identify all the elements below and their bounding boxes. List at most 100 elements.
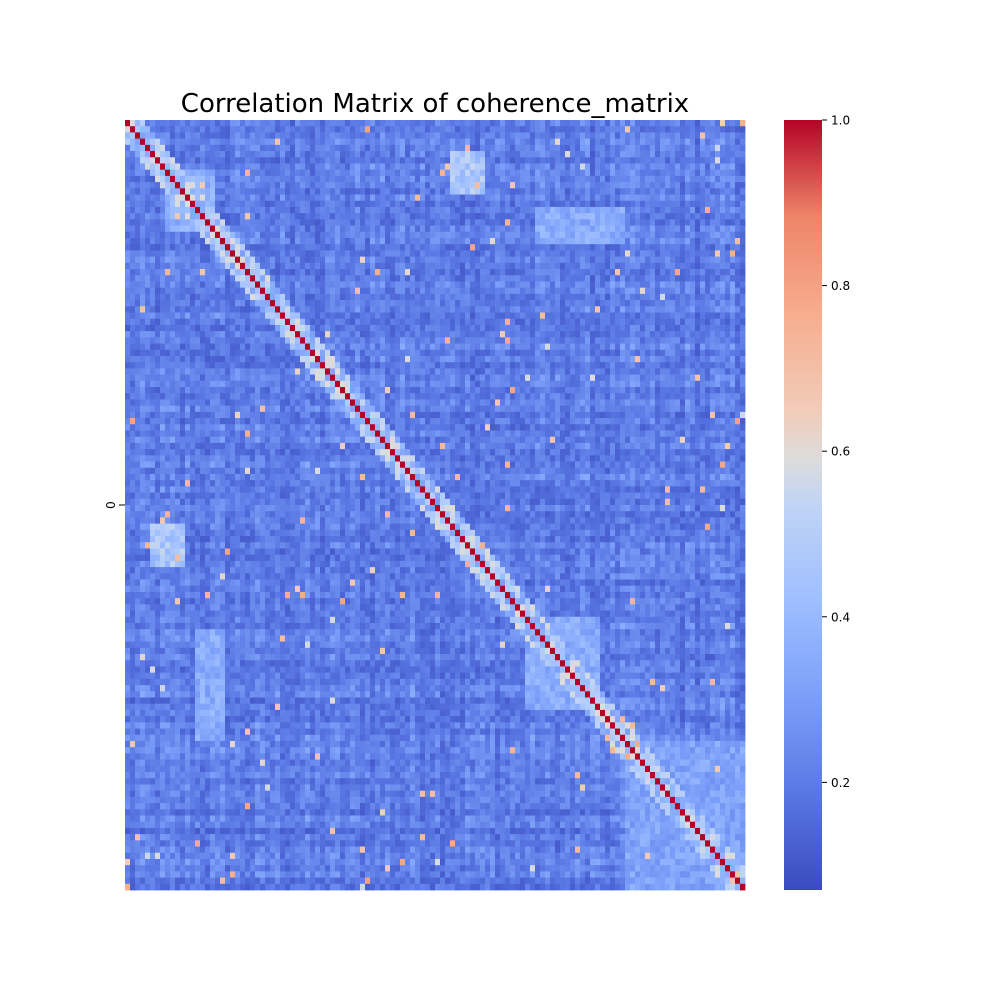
heatmap-cell (300, 182, 305, 189)
heatmap-cell (175, 257, 180, 264)
heatmap-cell (695, 163, 700, 170)
heatmap-cell (345, 157, 350, 164)
heatmap-cell (405, 176, 410, 183)
heatmap-cell (490, 331, 495, 338)
heatmap-cell (530, 362, 535, 369)
heatmap-cell (585, 139, 590, 146)
heatmap-cell (460, 219, 465, 226)
heatmap-cell (170, 232, 175, 239)
heatmap-cell (125, 325, 130, 332)
heatmap-cell (315, 151, 320, 158)
heatmap-cell (355, 356, 360, 363)
heatmap-cell (390, 269, 395, 276)
heatmap-cell (475, 313, 480, 320)
heatmap-cell (650, 151, 655, 158)
heatmap-cell (710, 195, 715, 202)
heatmap-cell (395, 232, 400, 239)
heatmap-cell (695, 344, 700, 351)
heatmap-cell (190, 132, 195, 139)
heatmap-cell (470, 300, 475, 307)
heatmap-cell (155, 362, 160, 369)
heatmap-cell (665, 300, 670, 307)
heatmap-cell (385, 120, 390, 127)
heatmap-cell (465, 151, 470, 158)
heatmap-cell (645, 250, 650, 257)
heatmap-cell (195, 213, 200, 220)
heatmap-cell (400, 213, 405, 220)
heatmap-cell (280, 288, 285, 295)
heatmap-cell (390, 157, 395, 164)
heatmap-cell (325, 182, 330, 189)
heatmap-cell (390, 331, 395, 338)
heatmap-cell (510, 213, 515, 220)
heatmap-cell (390, 294, 395, 301)
heatmap-cell (135, 195, 140, 202)
heatmap-cell (140, 195, 145, 202)
heatmap-cell (635, 126, 640, 133)
heatmap-cell (575, 188, 580, 195)
heatmap-cell (220, 139, 225, 146)
heatmap-cell (280, 350, 285, 357)
heatmap-cell (235, 244, 240, 251)
heatmap-cell (170, 368, 175, 375)
heatmap-cell (385, 275, 390, 282)
heatmap-cell (560, 288, 565, 295)
heatmap-cell (230, 157, 235, 164)
heatmap-cell (715, 139, 720, 146)
heatmap-cell (625, 350, 630, 357)
heatmap-cell (285, 362, 290, 369)
heatmap-cell (310, 145, 315, 152)
heatmap-cell (160, 188, 165, 195)
heatmap-cell (265, 344, 270, 351)
heatmap-cell (695, 207, 700, 214)
heatmap-cell (660, 139, 665, 146)
heatmap-cell (505, 263, 510, 270)
heatmap-cell (265, 263, 270, 270)
heatmap-cell (505, 294, 510, 301)
heatmap-cell (400, 356, 405, 363)
heatmap-cell (130, 170, 135, 177)
heatmap-cell (715, 362, 720, 369)
heatmap-cell (250, 163, 255, 170)
heatmap-cell (410, 313, 415, 320)
heatmap-cell (205, 350, 210, 357)
heatmap-cell (300, 344, 305, 351)
heatmap-cell (495, 238, 500, 245)
heatmap-cell (655, 331, 660, 338)
heatmap-cell (600, 263, 605, 270)
heatmap-cell (290, 337, 295, 344)
heatmap-cell (740, 294, 745, 301)
heatmap (125, 120, 745, 890)
heatmap-cell (320, 151, 325, 158)
heatmap-cell (445, 188, 450, 195)
heatmap-cell (715, 188, 720, 195)
heatmap-cell (570, 263, 575, 270)
heatmap-cell (525, 344, 530, 351)
heatmap-cell (285, 368, 290, 375)
heatmap-cell (270, 163, 275, 170)
heatmap-cell (130, 269, 135, 276)
heatmap-cell (265, 226, 270, 233)
heatmap-cell (265, 126, 270, 133)
heatmap-cell (135, 145, 140, 152)
heatmap-cell (560, 219, 565, 226)
heatmap-cell (425, 145, 430, 152)
heatmap-cell (700, 126, 705, 133)
heatmap-cell (595, 163, 600, 170)
heatmap-cell (235, 250, 240, 257)
heatmap-cell (410, 319, 415, 326)
heatmap-cell (205, 257, 210, 264)
heatmap-cell (710, 313, 715, 320)
heatmap-cell (205, 232, 210, 239)
heatmap-cell (380, 350, 385, 357)
heatmap-cell (355, 226, 360, 233)
heatmap-cell (355, 244, 360, 251)
heatmap-cell (210, 195, 215, 202)
heatmap-cell (225, 219, 230, 226)
heatmap-cell (385, 213, 390, 220)
heatmap-cell (240, 368, 245, 375)
heatmap-cell (615, 331, 620, 338)
heatmap-cell (665, 281, 670, 288)
heatmap-cell (230, 350, 235, 357)
heatmap-cell (630, 151, 635, 158)
